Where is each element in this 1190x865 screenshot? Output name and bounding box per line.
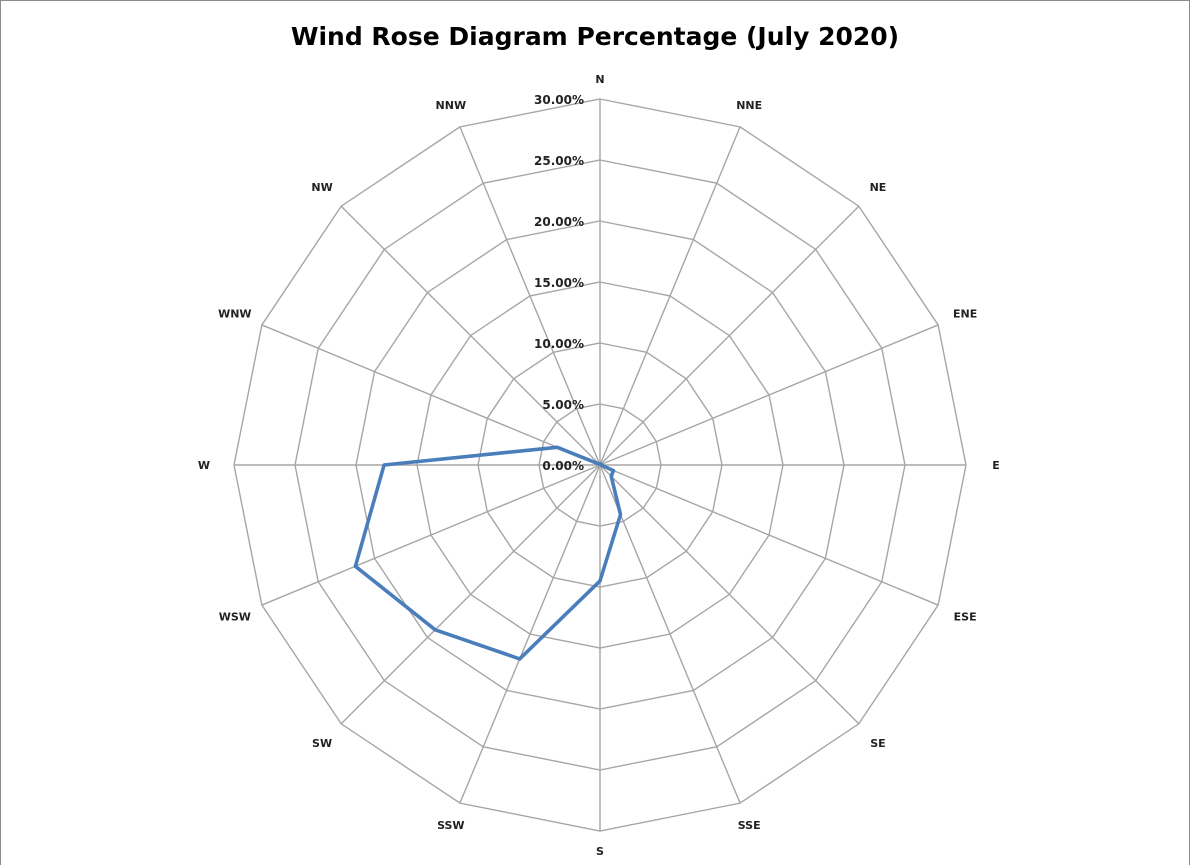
direction-label-sse: SSE [738,819,761,832]
spoke-ese [599,464,939,606]
direction-label-ene: ENE [953,308,977,321]
direction-label-nnw: NNW [436,99,467,112]
series-line-0 [353,445,623,661]
spoke-nw [340,205,601,466]
direction-label-s: S [596,845,604,858]
spoke-nne [599,126,741,466]
r-tick-label: 0.00% [542,459,584,473]
direction-label-ssw: SSW [437,819,464,832]
r-tick-label: 10.00% [534,337,584,351]
r-tick-label: 15.00% [534,276,584,290]
spoke-wnw [261,324,601,466]
direction-label-se: SE [870,737,885,750]
direction-label-w: W [198,459,210,472]
r-tick-label: 20.00% [534,215,584,229]
spoke-nnw [459,126,601,466]
direction-label-ese: ESE [954,610,977,623]
direction-label-ne: NE [870,181,887,194]
spoke-wsw [261,464,601,606]
chart-title: Wind Rose Diagram Percentage (July 2020) [290,22,900,51]
direction-label-nw: NW [311,181,332,194]
direction-label-e: E [992,459,1000,472]
r-tick-label: 30.00% [534,93,584,107]
spoke-sw [340,464,601,725]
r-tick-label: 25.00% [534,154,584,168]
r-tick-label: 5.00% [542,398,584,412]
spoke-ene [599,324,939,466]
direction-label-n: N [595,73,604,86]
spoke-ssw [459,464,601,804]
direction-label-nne: NNE [736,99,762,112]
spoke-se [599,464,860,725]
direction-label-wsw: WSW [219,610,251,623]
spoke-ne [599,205,860,466]
direction-label-wnw: WNW [218,308,251,321]
direction-label-sw: SW [312,737,332,750]
spoke-sse [599,464,741,804]
